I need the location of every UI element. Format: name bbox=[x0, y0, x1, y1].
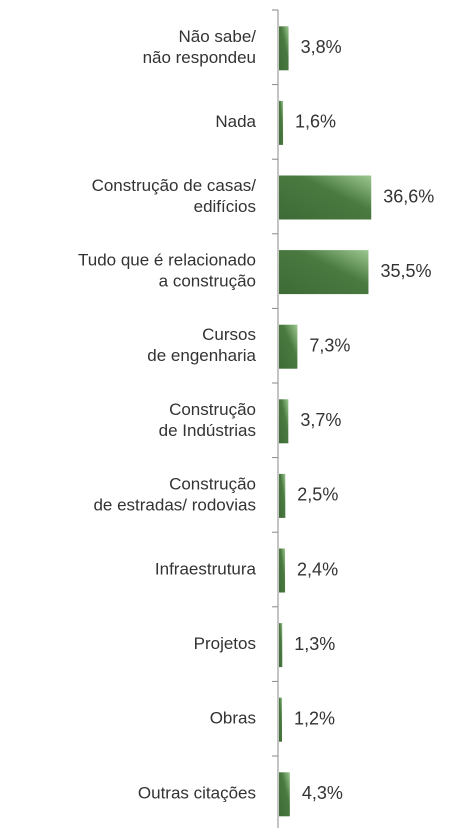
value-label: 3,8% bbox=[301, 37, 342, 57]
category-label: Outras citações bbox=[138, 784, 256, 803]
value-label: 7,3% bbox=[309, 335, 350, 355]
value-label: 1,6% bbox=[295, 112, 336, 132]
bar bbox=[279, 772, 290, 817]
value-label: 1,3% bbox=[294, 634, 335, 654]
category-label: Obras bbox=[210, 709, 256, 728]
category-label: Infraestrutura bbox=[155, 560, 257, 579]
category-label: Construção de Indústrias bbox=[159, 400, 256, 440]
category-label: Não sabe/não respondeu bbox=[143, 27, 257, 67]
category-label: Construção de casas/edifícios bbox=[92, 176, 257, 216]
bar bbox=[279, 623, 283, 668]
category-label: Construção de estradas/ rodovias bbox=[93, 475, 256, 515]
bar bbox=[279, 324, 298, 369]
category-label: Nada bbox=[215, 112, 256, 131]
value-label: 36,6% bbox=[383, 186, 434, 206]
bar bbox=[279, 175, 372, 220]
bar bbox=[279, 697, 283, 742]
category-label: Projetos bbox=[194, 635, 256, 654]
value-label: 3,7% bbox=[300, 410, 341, 430]
bar bbox=[279, 100, 284, 145]
bar bbox=[279, 399, 289, 444]
category-label: Tudo que é relacionado a construção bbox=[78, 251, 256, 291]
value-label: 1,2% bbox=[294, 708, 335, 728]
value-label: 2,5% bbox=[297, 485, 338, 505]
bar bbox=[279, 250, 369, 295]
value-label: 35,5% bbox=[380, 261, 431, 281]
value-label: 4,3% bbox=[302, 783, 343, 803]
bar bbox=[279, 26, 289, 71]
value-label: 2,4% bbox=[297, 559, 338, 579]
bar bbox=[279, 473, 286, 518]
category-label: Cursos de engenharia bbox=[147, 326, 256, 366]
bar bbox=[279, 548, 286, 593]
